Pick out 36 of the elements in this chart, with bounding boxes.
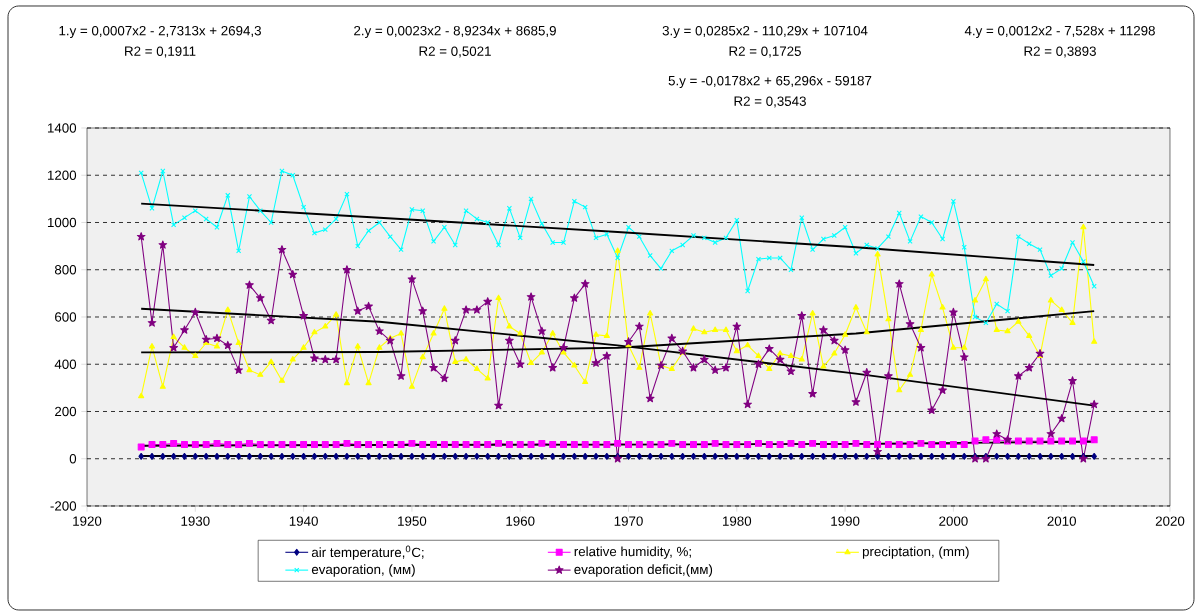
text: 2.y = 0,0023x2 - 8,9234x + 8685,9 — [354, 25, 556, 39]
legend-label: evaporation deficit,(мм) — [574, 564, 713, 577]
text: R2 = 0,5021 — [419, 46, 491, 58]
x-tick-label: 1940 — [289, 516, 318, 526]
y-tick-label: 1400 — [47, 123, 77, 133]
text: 3.y = 0,0285x2 - 110,29x + 107104 — [662, 25, 868, 39]
text: R2 = 0,3893 — [1024, 46, 1096, 58]
x-tick-label: 2010 — [1047, 516, 1077, 526]
text: R2 = 0,3543 — [734, 96, 806, 108]
legend-label: relative humidity, %; — [574, 546, 691, 559]
x-tick-label: 1920 — [73, 516, 102, 526]
x-tick-label: 1970 — [614, 516, 643, 526]
y-tick-label: 0 — [69, 454, 77, 464]
y-tick-label: 1200 — [47, 170, 77, 180]
legend-label: evaporation, (мм) — [311, 564, 415, 577]
x-tick-label: 1930 — [181, 516, 210, 526]
line-series — [140, 202, 1096, 266]
text: 5.y = -0,0178x2 + 65,296x - 59187 — [668, 75, 872, 89]
text: 4.y = 0,0012x2 - 7,528x + 11298 — [964, 25, 1155, 39]
text: R2 = 0,1911 — [125, 46, 196, 58]
x-tick-label: 1960 — [506, 516, 535, 526]
text: 1.y = 0,0007x2 - 2,7313x + 2694,3 — [59, 25, 261, 39]
legend-label: preciptation, (mm) — [862, 546, 969, 559]
x-tick-label: 2020 — [1155, 516, 1185, 526]
y-tick-label: 200 — [55, 406, 77, 417]
x-tick-label: 2000 — [939, 516, 968, 526]
y-tick-label: 800 — [54, 265, 77, 275]
x-tick-label: 1950 — [398, 516, 427, 526]
x-tick-label: 1990 — [831, 516, 860, 526]
y-tick-label: 1000 — [47, 217, 77, 228]
y-tick-label: 600 — [55, 312, 77, 322]
y-tick-label: 400 — [54, 359, 77, 369]
text: R2 = 0,1725 — [729, 46, 801, 58]
x-tick-label: 1980 — [723, 516, 752, 526]
legend-label: air temperature,$^{0}$C; — [311, 545, 424, 560]
y-tick-label: -200 — [50, 501, 77, 511]
